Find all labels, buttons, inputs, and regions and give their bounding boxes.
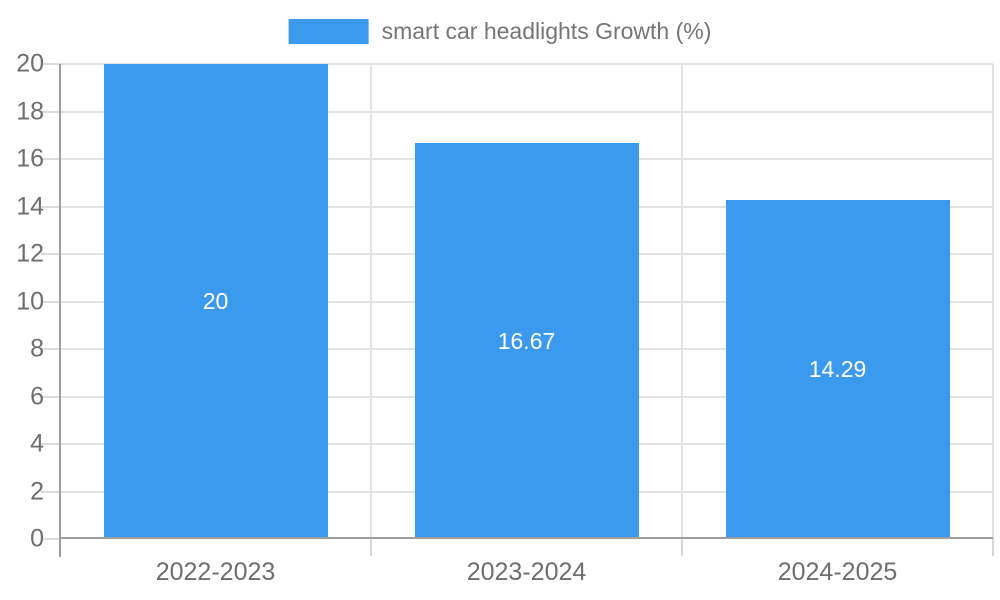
y-axis-tick	[41, 395, 60, 398]
y-tick-label: 2	[30, 477, 44, 505]
legend: smart car headlights Growth (%)	[288, 18, 712, 44]
y-tick-label: 8	[30, 334, 44, 363]
x-tick-label: 2022-2023	[155, 558, 276, 586]
h-gridline	[60, 110, 993, 113]
x-axis-tick	[681, 539, 683, 556]
bar: 16.67	[414, 143, 639, 539]
y-axis-tick	[41, 110, 60, 113]
y-axis-tick	[41, 443, 60, 445]
x-axis-tick	[370, 539, 372, 556]
y-tick-label: 18	[16, 97, 44, 125]
bar-value-label: 20	[202, 288, 229, 314]
x-tick-label: 2023-2024	[466, 558, 587, 586]
y-axis-tick	[41, 158, 60, 160]
y-tick-label: 20	[16, 49, 44, 78]
y-tick-label: 12	[16, 239, 44, 268]
y-axis-tick	[41, 538, 60, 540]
y-tick-label: 6	[30, 382, 44, 410]
y-axis-tick	[41, 300, 60, 303]
y-axis-tick	[41, 490, 60, 493]
plot-area: 0 2 4 6 8 10 12 14 16 18 20 20 2022-2023 16.67 2023-20…	[16, 50, 994, 586]
bar: 14.29	[725, 199, 950, 539]
y-axis-line	[59, 64, 61, 557]
legend-label: smart car headlights Growth (%)	[381, 18, 712, 44]
x-axis-tick	[992, 539, 994, 556]
v-gridline	[992, 64, 994, 539]
x-tick-label: 2024-2025	[777, 558, 898, 586]
v-gridline	[370, 64, 372, 539]
y-tick-label: 4	[30, 429, 44, 458]
y-tick-label: 10	[16, 287, 44, 315]
h-gridline	[60, 63, 993, 65]
y-tick-label: 14	[16, 192, 44, 220]
y-axis-tick	[41, 63, 60, 65]
x-axis-line	[60, 537, 993, 539]
bar-value-label: 16.67	[497, 327, 556, 354]
y-tick-label: 16	[16, 144, 44, 173]
legend-swatch	[288, 18, 369, 44]
v-gridline	[681, 64, 683, 539]
y-axis-tick	[41, 253, 60, 255]
y-axis-tick	[41, 205, 60, 208]
y-tick-label: 0	[30, 524, 44, 553]
bar-value-label: 14.29	[808, 355, 867, 382]
bar: 20	[103, 64, 328, 539]
y-axis-tick	[41, 348, 60, 350]
